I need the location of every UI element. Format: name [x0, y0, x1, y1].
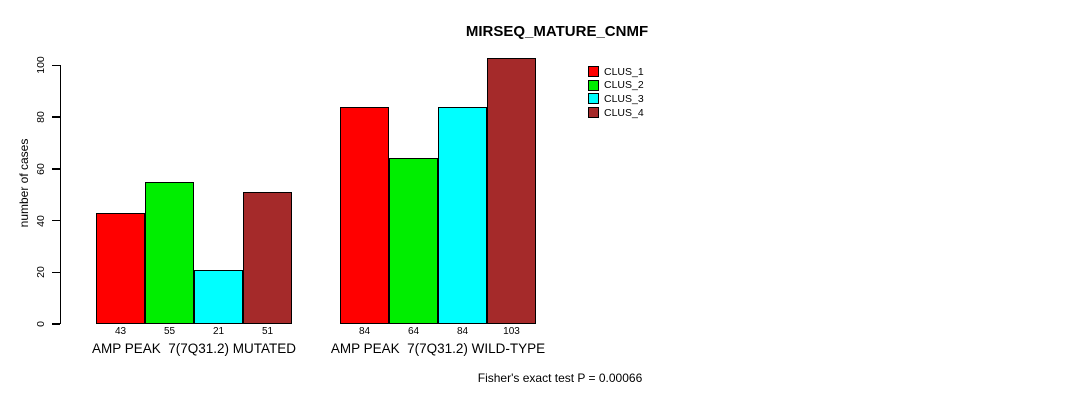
bar-clus_4-group2: [487, 57, 536, 324]
legend-swatch-clus_3: [588, 93, 599, 105]
legend-item: CLUS_1: [588, 65, 644, 78]
bar-clus_2-group1: [145, 181, 194, 324]
y-axis-tick-label: 80: [35, 111, 47, 123]
bar-value-label: 84: [456, 326, 469, 337]
legend-item: CLUS_2: [588, 79, 644, 92]
bar-value-label: 55: [163, 326, 176, 337]
legend-label: CLUS_3: [604, 92, 644, 105]
y-axis-tick-label: 100: [35, 56, 47, 75]
y-axis-tick: [52, 64, 60, 67]
bar-value-label: 103: [503, 326, 520, 337]
bar-clus_3-group1: [194, 269, 243, 324]
legend-label: CLUS_1: [604, 65, 644, 78]
y-axis-title: number of cases: [17, 138, 31, 228]
group-label: AMP PEAK 7(7Q31.2) WILD-TYPE: [330, 341, 546, 356]
chart-title: MIRSEQ_MATURE_CNMF: [465, 23, 649, 40]
bar-value-label: 64: [407, 326, 420, 337]
y-axis-tick-label: 0: [35, 321, 47, 327]
bar-clus_1-group1: [96, 212, 145, 324]
y-axis-tick-label: 20: [35, 266, 47, 279]
bar-clus_1-group2: [340, 106, 389, 324]
bar-value-label: 84: [358, 326, 371, 337]
fisher-test-annotation: Fisher's exact test P = 0.00066: [477, 371, 643, 385]
bar-value-label: 21: [212, 326, 225, 337]
legend-swatch-clus_4: [588, 107, 599, 119]
bar-value-label: 51: [261, 326, 274, 337]
y-axis-tick-label: 40: [35, 214, 47, 227]
group-label: AMP PEAK 7(7Q31.2) MUTATED: [91, 341, 297, 356]
legend-swatch-clus_2: [588, 79, 599, 91]
y-axis-tick: [52, 271, 60, 274]
bar-clus_4-group1: [243, 192, 292, 324]
y-axis-tick: [52, 116, 60, 118]
y-axis-tick: [52, 168, 60, 170]
legend-label: CLUS_2: [604, 79, 644, 92]
y-axis-line: [59, 65, 61, 324]
y-axis-tick-label: 60: [35, 162, 47, 175]
y-axis-tick: [52, 219, 60, 222]
legend-item: CLUS_4: [588, 106, 644, 119]
legend-item: CLUS_3: [588, 92, 644, 105]
y-axis-tick: [52, 323, 60, 325]
bar-clus_3-group2: [438, 106, 487, 324]
bar-value-label: 43: [114, 326, 127, 337]
legend-swatch-clus_1: [588, 66, 599, 77]
bar-clus_2-group2: [389, 158, 438, 324]
legend-label: CLUS_4: [604, 106, 644, 119]
